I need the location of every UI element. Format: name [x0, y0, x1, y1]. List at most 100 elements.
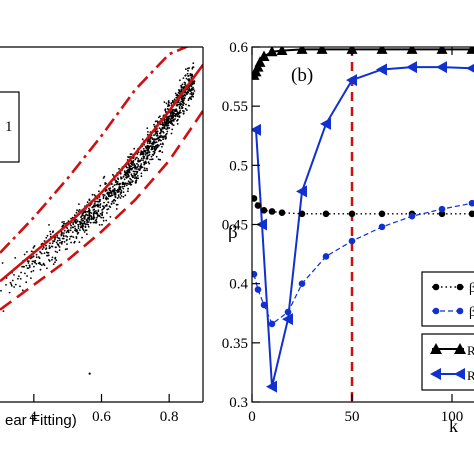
- scatter-point: [37, 262, 40, 265]
- scatter-points: [0, 62, 196, 375]
- scatter-point: [161, 145, 163, 148]
- scatter-point: [139, 164, 142, 167]
- scatter-point: [144, 169, 147, 172]
- scatter-point: [13, 286, 16, 288]
- scatter-point: [86, 219, 88, 222]
- scatter-point: [185, 77, 188, 80]
- scatter-point: [166, 127, 169, 130]
- scatter-point: [35, 256, 38, 259]
- scatter-point: [59, 239, 61, 242]
- scatter-point: [91, 193, 94, 196]
- scatter-point: [181, 96, 184, 98]
- scatter-point: [74, 229, 76, 232]
- scatter-point: [106, 193, 109, 195]
- scatter-point: [63, 241, 66, 243]
- scatter-point: [30, 270, 33, 273]
- scatter-point: [136, 175, 139, 177]
- scatter-point: [62, 222, 65, 225]
- scatter-outlier: [88, 372, 91, 375]
- scatter-point: [47, 251, 50, 254]
- scatter-point: [77, 210, 80, 213]
- scatter-point: [23, 253, 26, 256]
- scatter-point: [111, 173, 114, 176]
- scatter-point: [101, 211, 104, 214]
- scatter-point: [76, 230, 79, 232]
- scatter-point: [86, 214, 89, 217]
- scatter-point: [56, 236, 58, 239]
- scatter-point: [1, 262, 4, 264]
- scatter-point: [102, 197, 105, 200]
- scatter-point: [75, 218, 78, 221]
- scatter-point: [114, 181, 117, 184]
- scatter-point: [139, 153, 142, 156]
- scatter-point: [95, 218, 98, 221]
- scatter-point: [45, 236, 48, 239]
- scatter-point: [168, 127, 171, 129]
- scatter-point: [183, 81, 186, 84]
- data-point: [254, 202, 262, 209]
- x-ticks-b: 0 50 100: [248, 47, 463, 425]
- scatter-point: [137, 158, 140, 160]
- scatter-point: [134, 177, 136, 180]
- scatter-point: [90, 218, 93, 221]
- legend-box-a: [0, 91, 20, 163]
- scatter-point: [101, 209, 103, 211]
- scatter-point: [135, 173, 138, 176]
- scatter-point: [166, 130, 169, 133]
- scatter-point: [118, 188, 121, 191]
- scatter-point: [29, 266, 31, 268]
- legend-label-beta-blue: β: [469, 305, 474, 320]
- y-tick-label-b: 0.6: [229, 40, 248, 56]
- scatter-point: [187, 78, 190, 81]
- scatter-point: [54, 261, 56, 264]
- scatter-point: [152, 141, 155, 144]
- scatter-point: [181, 101, 184, 103]
- scatter-point: [70, 227, 72, 229]
- scatter-point: [156, 120, 159, 123]
- scatter-point: [114, 199, 117, 202]
- scatter-point: [117, 194, 120, 197]
- scatter-point: [182, 99, 185, 102]
- scatter-point: [190, 85, 193, 88]
- scatter-point: [135, 177, 138, 180]
- scatter-point: [98, 200, 100, 203]
- scatter-point: [190, 74, 193, 77]
- scatter-point: [137, 165, 139, 168]
- scatter-point: [96, 204, 98, 207]
- scatter-point: [150, 155, 153, 158]
- scatter-point: [130, 179, 133, 181]
- scatter-point: [117, 177, 119, 180]
- scatter-point: [126, 166, 128, 169]
- scatter-point: [155, 155, 158, 158]
- scatter-point: [134, 164, 137, 167]
- scatter-point: [105, 198, 108, 201]
- series-b: [252, 47, 474, 393]
- scatter-point: [81, 236, 83, 239]
- data-point: [468, 199, 474, 207]
- scatter-point: [52, 240, 55, 243]
- scatter-point: [144, 152, 147, 154]
- scatter-point: [142, 148, 145, 150]
- scatter-point: [21, 289, 24, 292]
- scatter-point: [149, 145, 152, 148]
- scatter-point: [83, 217, 85, 220]
- scatter-point: [180, 103, 183, 105]
- scatter-point: [105, 196, 108, 199]
- scatter-point: [140, 175, 143, 178]
- scatter-point: [152, 150, 155, 153]
- scatter-point: [25, 264, 28, 267]
- scatter-point: [42, 262, 45, 265]
- scatter-point: [98, 214, 101, 217]
- scatter-point: [95, 210, 97, 212]
- data-point: [322, 253, 330, 260]
- scatter-point: [161, 136, 164, 139]
- scatter-point: [64, 248, 67, 251]
- scatter-point: [146, 133, 149, 136]
- scatter-point: [57, 237, 60, 240]
- scatter-point: [152, 143, 154, 146]
- scatter-point: [156, 135, 159, 137]
- scatter-point: [159, 143, 162, 146]
- scatter-point: [148, 162, 151, 165]
- scatter-point: [113, 184, 116, 187]
